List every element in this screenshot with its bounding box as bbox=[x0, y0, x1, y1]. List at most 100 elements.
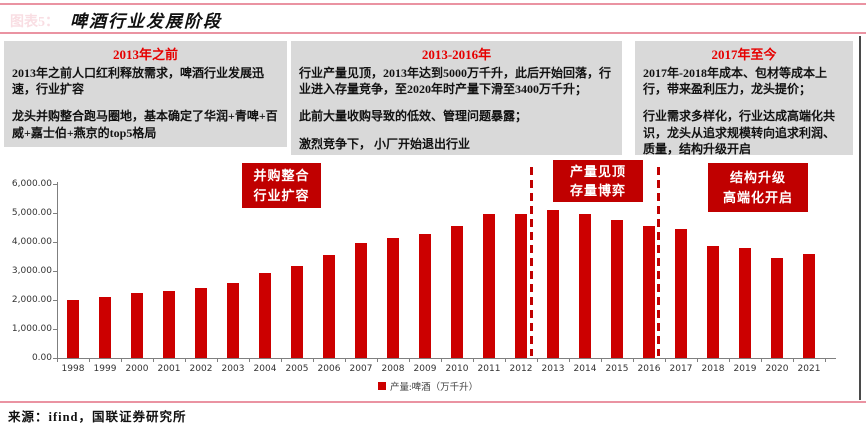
x-axis-year-label: 2017 bbox=[669, 364, 693, 374]
x-axis-year-label: 1999 bbox=[93, 364, 117, 374]
stage-box-header: 2017年至今 bbox=[711, 47, 777, 62]
annotation-line: 并购整合 bbox=[253, 168, 310, 183]
x-axis-tick-mark bbox=[345, 358, 346, 362]
x-axis-tick-mark bbox=[377, 358, 378, 362]
chart-bar-2018 bbox=[707, 246, 719, 358]
stage-box-paragraph: 龙头并购整合跑马圈地，基本确定了华润+青啤+百威+嘉士伯+燕京的top5格局 bbox=[12, 109, 278, 140]
y-axis-tick-mark bbox=[53, 271, 57, 272]
source-note: 来源：ifind，国联证券研究所 bbox=[8, 410, 187, 424]
x-axis-tick-mark bbox=[89, 358, 90, 362]
chart-bar-2007 bbox=[355, 243, 367, 358]
chart-bar-2004 bbox=[259, 273, 271, 358]
y-axis-tick-mark bbox=[53, 184, 57, 185]
chart-bar-2008 bbox=[387, 238, 399, 358]
y-axis-tick-mark bbox=[53, 242, 57, 243]
divider-dashed-line-2013 bbox=[530, 167, 533, 356]
x-axis-year-label: 2010 bbox=[445, 364, 469, 374]
stage-box-paragraph: 此前大量收购导致的低效、管理问题暴露； bbox=[299, 109, 528, 124]
chart-bar-2019 bbox=[739, 248, 751, 358]
x-axis-year-label: 2000 bbox=[125, 364, 149, 374]
annotation-line: 产量见顶 bbox=[569, 163, 626, 179]
x-axis-year-label: 2013 bbox=[541, 364, 565, 374]
stage-box-header: 2013-2016年 bbox=[421, 47, 492, 62]
chart-bar-2006 bbox=[323, 255, 335, 358]
x-axis-year-label: 2018 bbox=[701, 364, 725, 374]
x-axis-year-label: 2015 bbox=[605, 364, 629, 374]
x-axis-tick-mark bbox=[153, 358, 154, 362]
legend-swatch-icon bbox=[378, 382, 386, 390]
chart-bar-2003 bbox=[227, 283, 239, 358]
x-axis-year-label: 2014 bbox=[573, 364, 597, 374]
x-axis-tick-mark bbox=[473, 358, 474, 362]
chart-bar-2020 bbox=[771, 258, 783, 358]
x-axis-tick-mark bbox=[121, 358, 122, 362]
chart-bar-2017 bbox=[675, 229, 687, 358]
chart-bar-2014 bbox=[579, 214, 591, 358]
x-axis-tick-mark bbox=[281, 358, 282, 362]
x-axis-tick-mark bbox=[217, 358, 218, 362]
x-axis-year-label: 2008 bbox=[381, 364, 405, 374]
x-axis-year-label: 2003 bbox=[221, 364, 245, 374]
y-axis-tick-mark bbox=[53, 213, 57, 214]
x-axis-line bbox=[57, 358, 836, 359]
annotation-line: 存量博弈 bbox=[569, 183, 626, 198]
figure-label: 图表5： bbox=[10, 15, 59, 30]
x-axis-year-label: 2020 bbox=[765, 364, 789, 374]
window-right-border bbox=[859, 36, 861, 400]
chart-bar-2000 bbox=[131, 293, 143, 358]
chart-bar-2001 bbox=[163, 291, 175, 358]
x-axis-year-label: 2016 bbox=[637, 364, 661, 374]
x-axis-tick-mark bbox=[313, 358, 314, 362]
bottom-rule bbox=[0, 401, 866, 403]
x-axis-tick-mark bbox=[665, 358, 666, 362]
x-axis-tick-mark bbox=[825, 358, 826, 362]
x-axis-tick-mark bbox=[761, 358, 762, 362]
x-axis-year-label: 2006 bbox=[317, 364, 341, 374]
x-axis-year-label: 2011 bbox=[477, 364, 501, 374]
stage-box-before-2013: 2013年之前 2013年之前人口红利释放需求，啤酒行业发展迅速，行业扩容 龙头… bbox=[4, 41, 287, 147]
chart-bar-2016 bbox=[643, 226, 655, 358]
x-axis-year-label: 2004 bbox=[253, 364, 277, 374]
stage-box-2013-2016: 2013-2016年 行业产量见顶，2013年达到5000万千升，此后开始回落，… bbox=[291, 41, 622, 155]
y-axis-tick-mark bbox=[53, 358, 57, 359]
y-axis-line bbox=[57, 182, 58, 358]
x-axis-tick-mark bbox=[633, 358, 634, 362]
y-axis-tick-label: 6,000.00 bbox=[11, 179, 52, 189]
divider-dashed-line-2017 bbox=[657, 167, 660, 356]
annotation-expansion: 并购整合 行业扩容 bbox=[242, 163, 321, 208]
stage-box-paragraph: 行业产量见顶，2013年达到5000万千升，此后开始回落，行业进入存量竞争，至2… bbox=[299, 66, 612, 97]
x-axis-tick-mark bbox=[409, 358, 410, 362]
title-underline bbox=[0, 32, 866, 34]
chart-bar-2015 bbox=[611, 220, 623, 358]
x-axis-tick-mark bbox=[185, 358, 186, 362]
x-axis-tick-mark bbox=[441, 358, 442, 362]
annotation-premiumization: 结构升级 高端化开启 bbox=[708, 163, 808, 212]
y-axis-tick-label: 2,000.00 bbox=[11, 295, 52, 305]
chart-legend: 产量:啤酒（万千升） bbox=[378, 379, 478, 393]
stage-box-paragraph: 2017年-2018年成本、包材等成本上行，带来盈利压力，龙头提价； bbox=[643, 66, 827, 97]
x-axis-tick-mark bbox=[249, 358, 250, 362]
x-axis-year-label: 2009 bbox=[413, 364, 437, 374]
chart-bar-2002 bbox=[195, 288, 207, 358]
annotation-line: 行业扩容 bbox=[253, 187, 310, 203]
y-axis-tick-mark bbox=[53, 329, 57, 330]
chart-bar-2013 bbox=[547, 210, 559, 358]
x-axis-tick-mark bbox=[601, 358, 602, 362]
annotation-peak: 产量见顶 存量博弈 bbox=[553, 160, 643, 202]
annotation-line: 结构升级 bbox=[729, 170, 786, 185]
x-axis-tick-mark bbox=[569, 358, 570, 362]
chart-bar-2005 bbox=[291, 266, 303, 358]
x-axis-year-label: 1998 bbox=[61, 364, 85, 374]
stage-box-paragraph: 2013年之前人口红利释放需求，啤酒行业发展迅速，行业扩容 bbox=[12, 66, 265, 97]
x-axis-year-label: 2001 bbox=[157, 364, 181, 374]
y-axis-tick-label: 4,000.00 bbox=[11, 237, 52, 247]
x-axis-tick-mark bbox=[793, 358, 794, 362]
stage-box-paragraph: 激烈竞争下， 小厂开始退出行业 bbox=[299, 136, 471, 151]
y-axis-tick-label: 1,000.00 bbox=[11, 324, 52, 334]
x-axis-tick-mark bbox=[57, 358, 58, 362]
chart-bar-1999 bbox=[99, 297, 111, 358]
y-axis-tick-label: 3,000.00 bbox=[11, 266, 52, 276]
page-title: 啤酒行业发展阶段 bbox=[70, 12, 222, 31]
x-axis-year-label: 2007 bbox=[349, 364, 373, 374]
